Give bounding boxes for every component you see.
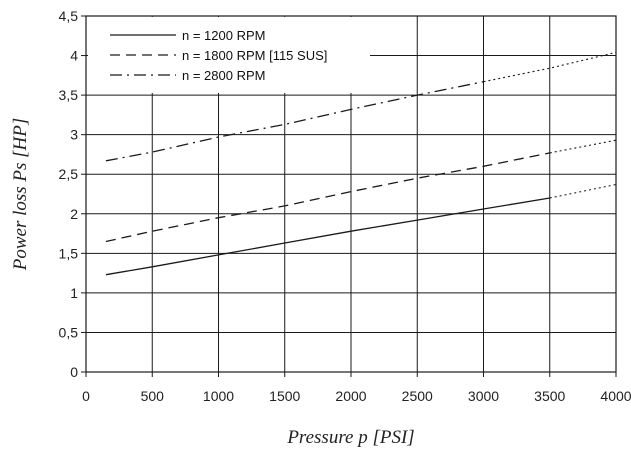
x-tick-label-2: 1000 [203,388,234,404]
legend: n = 1200 RPM n = 1800 RPM [115 SUS] n = 28… [110,28,327,83]
y-tick-label-2: 1 [70,285,78,301]
series-line-2 [105,81,484,162]
legend-label-1: n = 1800 RPM [115 SUS] [182,48,327,63]
x-tick-label-6: 3000 [468,388,499,404]
x-tick-label-0: 0 [82,388,90,404]
x-tick-label-8: 4000 [600,388,631,404]
legend-label-0: n = 1200 RPM [182,28,265,43]
y-tick-label-1: 0,5 [59,324,79,340]
y-tick-label-9: 4,5 [59,8,79,24]
x-tick-label-1: 500 [141,388,165,404]
y-tick-label-6: 3 [70,127,78,143]
y-tick-label-5: 2,5 [59,166,79,182]
series-line-0 [105,197,550,276]
x-tick-label-4: 2000 [335,388,366,404]
x-tick-label-7: 3500 [534,388,565,404]
y-tick-label-0: 0 [70,364,78,380]
y-tick-labels: 0 0,5 1 1,5 2 2,5 3 3,5 4 4,5 [59,8,86,380]
series-group [105,51,617,276]
grid [86,16,616,372]
legend-label-2: n = 2800 RPM [182,68,265,83]
x-tick-label-3: 1500 [269,388,300,404]
series-line-1 [105,152,550,243]
y-tick-label-4: 2 [70,206,78,222]
y-axis-title: Power loss Ps [HP] [10,118,31,272]
x-axis-title: Pressure p [PSI] [286,427,414,448]
series-extension-1 [549,139,617,154]
series-extension-0 [549,183,617,199]
y-tick-label-8: 4 [70,48,78,64]
x-tick-label-5: 2500 [402,388,433,404]
y-tick-label-7: 3,5 [59,87,79,103]
y-tick-label-3: 1,5 [59,245,79,261]
x-tick-labels: 0 500 1000 1500 2000 2500 3000 3500 4000 [82,372,631,404]
